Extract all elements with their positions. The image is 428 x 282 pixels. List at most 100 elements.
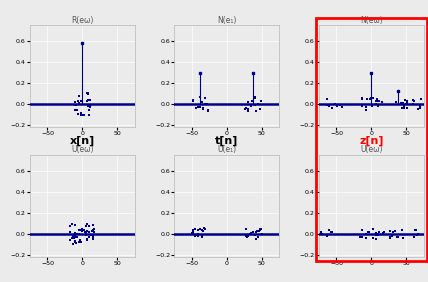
Point bbox=[324, 103, 331, 107]
Title: U(e₁): U(e₁) bbox=[217, 146, 236, 155]
Point bbox=[387, 235, 394, 240]
Point bbox=[71, 107, 78, 112]
Point bbox=[244, 234, 251, 239]
Point bbox=[86, 104, 93, 109]
Point bbox=[196, 94, 203, 99]
Point bbox=[75, 232, 82, 236]
Point bbox=[410, 235, 417, 240]
Point bbox=[83, 222, 90, 227]
Point bbox=[77, 239, 83, 243]
Point bbox=[409, 102, 416, 107]
Point bbox=[86, 224, 93, 229]
Point bbox=[194, 233, 201, 238]
Point bbox=[74, 108, 81, 112]
Point bbox=[194, 232, 201, 236]
Point bbox=[416, 106, 423, 111]
Point bbox=[78, 113, 85, 117]
Point bbox=[363, 232, 370, 237]
Point bbox=[198, 100, 205, 104]
Point bbox=[318, 230, 324, 235]
Point bbox=[82, 223, 89, 228]
Point bbox=[374, 231, 381, 236]
Point bbox=[242, 105, 249, 110]
Point bbox=[72, 238, 79, 243]
Point bbox=[369, 96, 376, 101]
Point bbox=[250, 230, 257, 234]
Point bbox=[318, 232, 325, 236]
Point bbox=[242, 226, 249, 231]
Point bbox=[71, 223, 78, 228]
Point bbox=[72, 240, 79, 244]
Point bbox=[253, 229, 260, 233]
Point bbox=[90, 234, 97, 239]
Point bbox=[84, 237, 91, 242]
Point bbox=[363, 105, 369, 109]
Point bbox=[417, 104, 424, 109]
Point bbox=[366, 97, 373, 102]
Point bbox=[401, 98, 408, 103]
Point bbox=[190, 232, 197, 236]
Point bbox=[370, 236, 377, 241]
Point bbox=[256, 228, 262, 233]
Point bbox=[398, 228, 405, 232]
Point bbox=[257, 227, 264, 232]
Point bbox=[410, 98, 417, 103]
Point bbox=[190, 228, 197, 232]
Point bbox=[74, 232, 81, 236]
Point bbox=[388, 234, 395, 238]
Point bbox=[417, 97, 424, 101]
Point bbox=[358, 235, 365, 239]
Point bbox=[403, 101, 410, 106]
Point bbox=[72, 103, 79, 107]
Point bbox=[87, 233, 94, 237]
Point bbox=[85, 234, 92, 239]
Point bbox=[392, 229, 398, 233]
Point bbox=[328, 106, 335, 111]
Point bbox=[392, 100, 399, 105]
Point bbox=[77, 228, 84, 232]
Point bbox=[394, 235, 401, 239]
Point bbox=[188, 230, 195, 235]
Point bbox=[84, 91, 91, 96]
Point bbox=[388, 233, 395, 237]
Point bbox=[363, 236, 370, 240]
Point bbox=[334, 104, 341, 109]
Point bbox=[66, 223, 73, 228]
Point bbox=[258, 227, 265, 231]
Point bbox=[373, 232, 380, 237]
Point bbox=[200, 228, 207, 233]
Point bbox=[252, 95, 259, 100]
Point bbox=[199, 228, 206, 232]
Point bbox=[251, 232, 258, 237]
Point bbox=[205, 108, 211, 113]
Point bbox=[77, 239, 84, 244]
Point bbox=[85, 113, 92, 117]
Point bbox=[205, 108, 211, 113]
Point bbox=[369, 103, 375, 108]
Point bbox=[399, 101, 406, 106]
Point bbox=[387, 235, 394, 239]
Point bbox=[82, 230, 89, 235]
Point bbox=[325, 103, 332, 108]
Point bbox=[401, 103, 407, 107]
Point bbox=[387, 235, 394, 239]
Point bbox=[199, 227, 206, 232]
Point bbox=[84, 91, 91, 95]
Point bbox=[190, 98, 197, 102]
Point bbox=[255, 235, 262, 239]
Point bbox=[259, 231, 265, 236]
Title: R(eω): R(eω) bbox=[71, 16, 93, 25]
Point bbox=[71, 234, 78, 239]
Point bbox=[84, 104, 91, 108]
Point bbox=[76, 227, 83, 232]
Point bbox=[90, 223, 97, 227]
Point bbox=[200, 107, 207, 111]
Point bbox=[318, 231, 324, 236]
Point bbox=[83, 91, 90, 95]
Point bbox=[339, 105, 345, 109]
Point bbox=[364, 97, 371, 102]
Point bbox=[78, 229, 85, 234]
Point bbox=[247, 232, 253, 236]
Point bbox=[327, 230, 334, 235]
Point bbox=[375, 233, 382, 237]
